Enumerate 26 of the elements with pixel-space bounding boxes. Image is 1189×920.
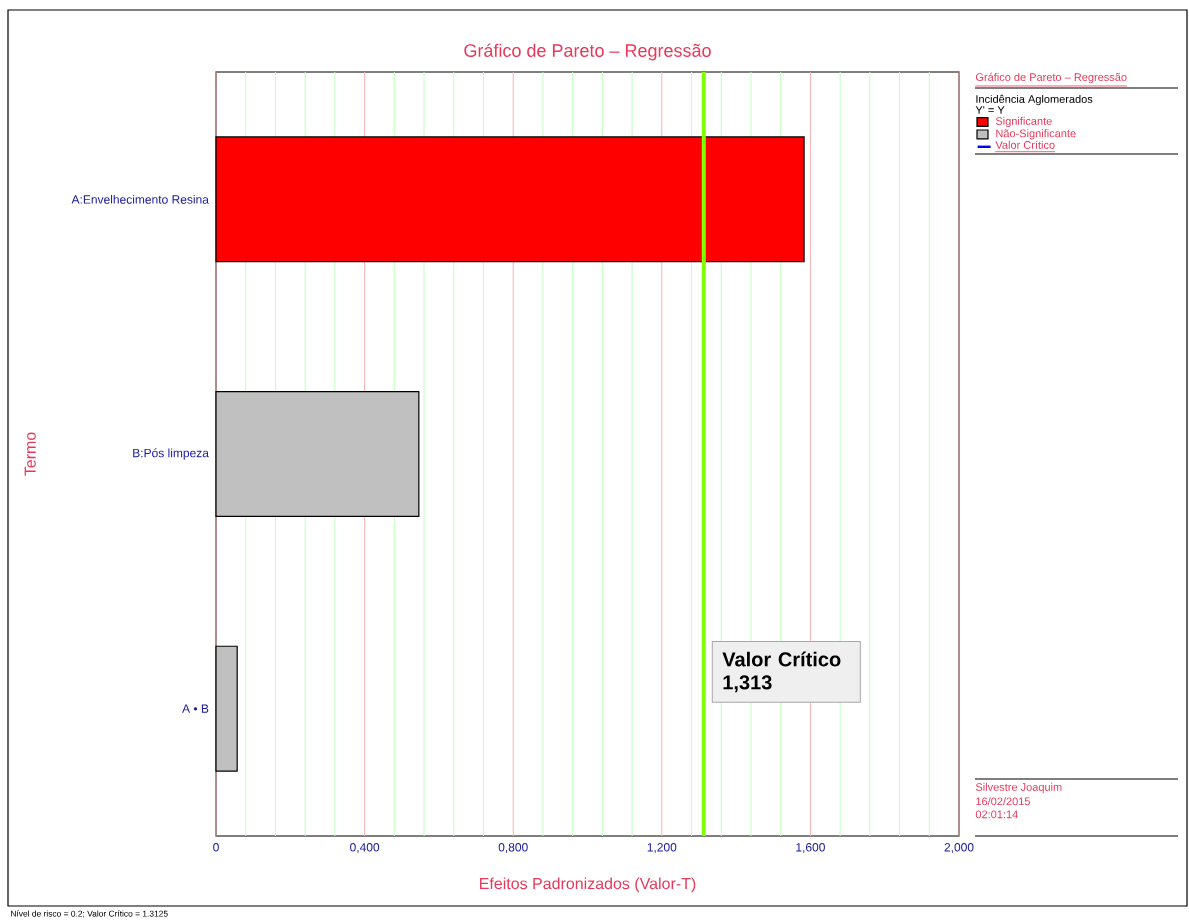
chart-title: Gráfico de Pareto – Regressão	[464, 43, 711, 61]
text: 02:01:14	[975, 810, 1018, 819]
text: Nível de risco = 0.2; Valor Crítico = 1.3125	[11, 910, 168, 918]
x-tick-label: 1,200	[647, 843, 677, 853]
x-tick-label: 0	[213, 843, 219, 852]
x-axis-title: Efeitos Padronizados (Valor-T)	[480, 877, 696, 893]
y-tick-label: A:Envelhecimento Resina	[71, 194, 209, 204]
text: Valor Crítico	[995, 140, 1055, 149]
y-tick-label: A • B	[182, 704, 209, 713]
legend-title: Incidência Aglomerados	[976, 94, 1093, 106]
text: Silvestre Joaquim	[975, 782, 1062, 794]
text: 16/02/2015	[976, 797, 1030, 806]
x-tick-label: 0,800	[498, 843, 528, 853]
x-tick-label: 1,600	[796, 843, 825, 853]
x-tick-label: 0,400	[350, 843, 380, 853]
text: Y' = Y	[975, 106, 1005, 114]
legend-label: Não-Significante	[996, 129, 1076, 140]
bar	[215, 645, 238, 772]
ref-line-label: Valor Crítico 1,313	[722, 651, 841, 693]
y-tick-label: B:Pós limpeza	[133, 448, 209, 460]
x-tick-label: 2,000	[944, 843, 974, 853]
text: Gráfico de Pareto – Regressão	[975, 72, 1127, 84]
bar	[215, 136, 805, 263]
y-axis-title: Termo	[24, 432, 36, 476]
legend-label: Significante	[995, 116, 1052, 128]
bar	[215, 390, 420, 517]
